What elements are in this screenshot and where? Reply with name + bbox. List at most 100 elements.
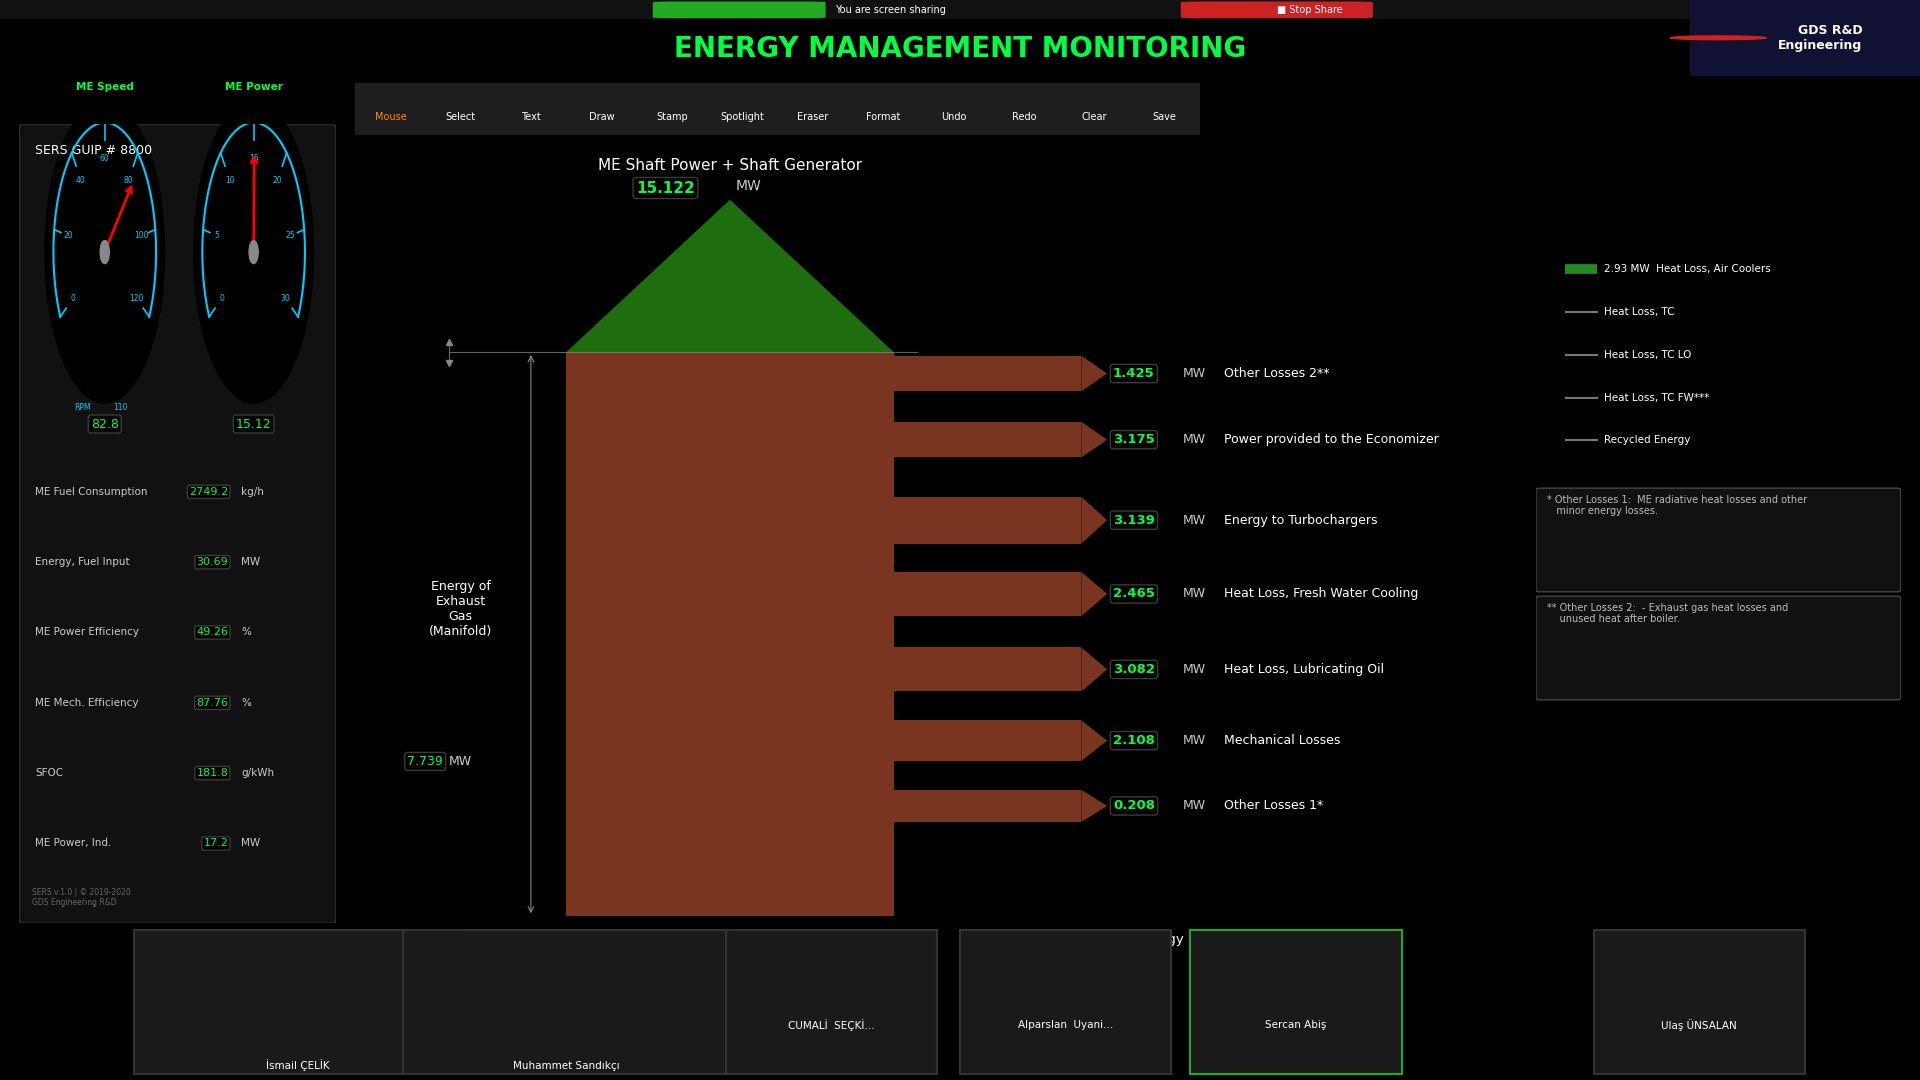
Text: 60: 60 <box>100 154 109 163</box>
Text: MW: MW <box>730 962 756 976</box>
Text: SFOC: SFOC <box>35 768 63 779</box>
Bar <box>726 930 937 1074</box>
Text: Undo: Undo <box>941 112 966 122</box>
Text: MW: MW <box>242 838 259 849</box>
Text: 15.122: 15.122 <box>636 180 695 195</box>
Text: SERS v.1.0 | © 2019-2020
GDS Engineering R&D: SERS v.1.0 | © 2019-2020 GDS Engineering… <box>33 888 131 907</box>
Bar <box>895 497 1081 543</box>
Text: MW: MW <box>1183 734 1206 747</box>
Bar <box>1690 0 1920 76</box>
Polygon shape <box>44 102 165 403</box>
Text: Mouse: Mouse <box>374 112 407 122</box>
Text: MW: MW <box>1183 433 1206 446</box>
Text: 1.425: 1.425 <box>1114 367 1154 380</box>
Text: Other Losses 1*: Other Losses 1* <box>1225 799 1323 812</box>
Text: Recycled Energy: Recycled Energy <box>1603 435 1690 445</box>
Text: Power provided to the Economizer: Power provided to the Economizer <box>1225 433 1438 446</box>
Text: 10: 10 <box>225 176 234 185</box>
Text: 40: 40 <box>77 176 86 185</box>
FancyBboxPatch shape <box>19 124 336 923</box>
Text: ■ Stop Share: ■ Stop Share <box>1277 4 1342 15</box>
FancyBboxPatch shape <box>1181 1 1373 18</box>
Text: Text: Text <box>522 112 541 122</box>
Text: SERS GUIP # 8800: SERS GUIP # 8800 <box>35 145 152 158</box>
Bar <box>134 930 461 1074</box>
Polygon shape <box>194 102 313 403</box>
Bar <box>895 789 1081 822</box>
Text: GDS R&D
Engineering: GDS R&D Engineering <box>1778 24 1862 52</box>
Bar <box>895 355 1081 391</box>
Text: ME Speed: ME Speed <box>75 82 134 92</box>
Text: Recycled Energy: Recycled Energy <box>1073 932 1183 945</box>
Bar <box>895 458 1108 497</box>
Text: MW: MW <box>242 557 259 567</box>
Text: 30.69: 30.69 <box>196 557 228 567</box>
Text: Sercan Abiş: Sercan Abiş <box>1265 1021 1327 1030</box>
Text: Energy, Fuel Input: Energy, Fuel Input <box>35 557 131 567</box>
FancyBboxPatch shape <box>338 82 1217 136</box>
Bar <box>895 761 1108 789</box>
Bar <box>895 391 1108 422</box>
Bar <box>566 352 895 394</box>
Text: 30.688: 30.688 <box>647 962 695 976</box>
Text: MW: MW <box>1183 663 1206 676</box>
Text: 120: 120 <box>131 295 144 303</box>
Polygon shape <box>1081 422 1108 458</box>
Text: Muhammet Sandıkçı: Muhammet Sandıkçı <box>513 1061 620 1070</box>
Text: İsmail ÇELİK: İsmail ÇELİK <box>265 1058 330 1070</box>
Polygon shape <box>566 200 895 352</box>
Text: 5: 5 <box>215 231 219 241</box>
Text: MW: MW <box>1183 514 1206 527</box>
FancyBboxPatch shape <box>1536 488 1901 592</box>
Text: Heat Loss, TC FW***: Heat Loss, TC FW*** <box>1603 393 1709 403</box>
Text: Select: Select <box>445 112 476 122</box>
Polygon shape <box>1081 355 1108 391</box>
Text: 0: 0 <box>71 295 75 303</box>
Text: Save: Save <box>1152 112 1177 122</box>
Polygon shape <box>1081 572 1108 616</box>
Text: Heat Loss, TC LO: Heat Loss, TC LO <box>1603 350 1692 360</box>
Text: 0.030: 0.030 <box>1060 962 1098 976</box>
Text: 87.76: 87.76 <box>196 698 228 707</box>
Text: 25: 25 <box>286 231 296 241</box>
Bar <box>895 572 1081 616</box>
Text: Other Losses 2**: Other Losses 2** <box>1225 367 1331 380</box>
Text: 181.8: 181.8 <box>196 768 228 779</box>
Text: 100: 100 <box>134 231 148 241</box>
Text: MW: MW <box>735 179 762 193</box>
Bar <box>895 647 1081 691</box>
Text: Format: Format <box>866 112 900 122</box>
Text: RPM: RPM <box>75 404 90 413</box>
Text: CUMALİ  SEÇKİ...: CUMALİ SEÇKİ... <box>787 1020 876 1031</box>
Text: 49.26: 49.26 <box>196 627 228 637</box>
Text: %: % <box>242 627 252 637</box>
Bar <box>895 543 1108 572</box>
Text: Redo: Redo <box>1012 112 1037 122</box>
Text: 2.465: 2.465 <box>1114 588 1154 600</box>
Text: Heat Loss, Lubricating Oil: Heat Loss, Lubricating Oil <box>1225 663 1384 676</box>
Text: ME Fuel Consumption: ME Fuel Consumption <box>35 487 148 497</box>
Text: Energy of Fuel Input: Energy of Fuel Input <box>660 932 801 946</box>
Text: ME Shaft Power + Shaft Generator: ME Shaft Power + Shaft Generator <box>597 158 862 173</box>
Text: ENERGY MANAGEMENT MONITORING: ENERGY MANAGEMENT MONITORING <box>674 36 1246 63</box>
Text: %: % <box>242 698 252 707</box>
Text: ME Power: ME Power <box>225 82 282 92</box>
Text: 15: 15 <box>250 154 259 163</box>
Text: MW: MW <box>1183 799 1206 812</box>
Bar <box>895 422 1081 458</box>
Text: kg/h: kg/h <box>242 487 263 497</box>
Text: Alparslan  Uyani...: Alparslan Uyani... <box>1018 1021 1114 1030</box>
Text: 2.93 MW  Heat Loss, Air Coolers: 2.93 MW Heat Loss, Air Coolers <box>1603 265 1770 274</box>
Text: 15.12: 15.12 <box>236 418 271 431</box>
Text: 3.175: 3.175 <box>1114 433 1154 446</box>
Text: Heat Loss, TC: Heat Loss, TC <box>1603 307 1674 318</box>
Text: 20: 20 <box>273 176 282 185</box>
Text: MW: MW <box>1183 367 1206 380</box>
Polygon shape <box>1081 720 1108 761</box>
Text: Ulaş ÜNSALAN: Ulaş ÜNSALAN <box>1661 1020 1738 1031</box>
Text: Eraser: Eraser <box>797 112 828 122</box>
Text: Energy of
Exhaust
Gas
(Manifold): Energy of Exhaust Gas (Manifold) <box>428 580 492 638</box>
Text: 82.8: 82.8 <box>90 418 119 431</box>
Bar <box>566 352 895 916</box>
Text: 2749.2: 2749.2 <box>188 487 228 497</box>
